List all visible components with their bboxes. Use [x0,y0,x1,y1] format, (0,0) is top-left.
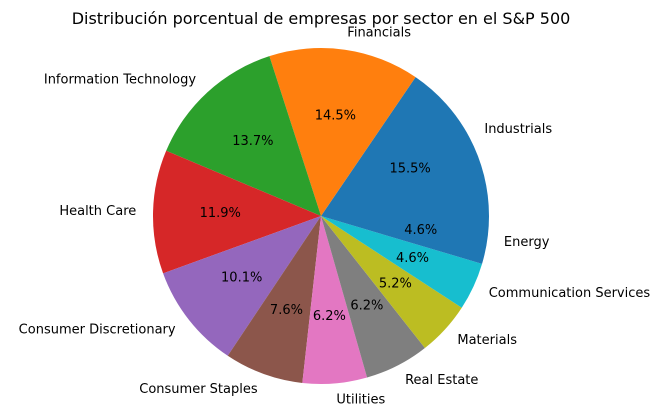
pie-slices [152,48,490,385]
slice-category-label: Financials [347,26,411,41]
slice-percent-label: 6.2% [313,309,346,324]
slice-category-label: Communication Services [489,286,651,301]
pie-slice [302,216,368,385]
pie-slice [163,216,321,356]
pie-slice [152,150,321,274]
slice-percent-label: 4.6% [396,251,429,266]
slice-category-label: Energy [504,235,550,250]
slice-category-label: Information Technology [44,72,197,87]
slice-percent-label: 5.2% [379,277,412,292]
pie-slice [166,56,321,216]
slice-percent-label: 13.7% [232,134,273,149]
slice-percent-label: 7.6% [270,303,303,318]
pie-slice [321,216,489,264]
slice-category-label: Industrials [484,122,552,137]
pie-slice [321,77,490,216]
slice-percent-label: 10.1% [221,271,262,286]
slice-category-label: Real Estate [405,373,478,388]
pie-slice [321,216,425,378]
slice-category-label: Health Care [59,204,136,219]
pie-category-labels: Industrials Financials Information Technol… [19,26,651,408]
slice-percent-label: 15.5% [389,161,430,176]
slice-category-label: Consumer Staples [139,382,258,397]
slice-percent-label: 4.6% [404,223,437,238]
slice-percent-label: 11.9% [200,206,241,221]
pie-slice [321,216,483,308]
pie-percent-labels: 15.5% 14.5% 13.7% 11.9% 10.1% 7.6% 6.2% 6.2% 5.2… [200,109,438,324]
slice-percent-label: 6.2% [350,298,383,313]
slice-percent-label: 14.5% [315,109,356,124]
slice-category-label: Consumer Discretionary [19,323,176,338]
pie-slice [321,216,462,348]
slice-category-label: Utilities [336,393,385,408]
pie-slice [269,48,416,217]
slice-category-label: Materials [457,333,517,348]
chart-title: Distribución porcentual de empresas por … [72,9,571,28]
pie-slice [227,216,321,383]
